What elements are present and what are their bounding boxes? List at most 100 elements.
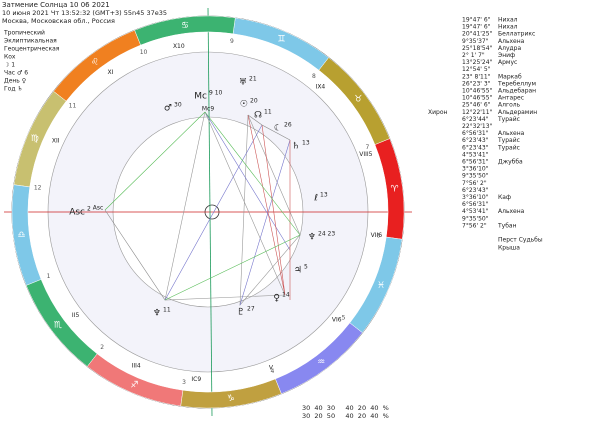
- sign-glyph: ♏: [54, 321, 62, 331]
- sign-glyph: ♒: [317, 358, 325, 368]
- planet-glyph: ℓ: [313, 194, 318, 204]
- sign-glyph: ♍: [31, 134, 39, 144]
- planet-glyph: Mc: [194, 92, 207, 102]
- house-number: 1: [47, 273, 51, 280]
- planet-glyph: ♇: [237, 308, 245, 318]
- star-name: Турайс: [497, 144, 520, 151]
- star-degree: 23° 8'11": [462, 73, 491, 80]
- setting: День ♀: [4, 78, 26, 85]
- star-degree: 6°23'43": [462, 187, 489, 194]
- setting: Час ♂ 6: [4, 70, 28, 77]
- planet-glyph: ♆: [308, 233, 316, 243]
- planet-degree: 24 23: [318, 231, 335, 238]
- planet-degree: 9 10: [209, 90, 223, 97]
- setting: ☽ 1: [4, 62, 15, 69]
- house-label: VIII5: [359, 151, 372, 158]
- star-degree: 10°46'55": [462, 95, 493, 102]
- star-degree: 25°18'54": [462, 45, 493, 52]
- star-degree: 9°35'50": [462, 215, 489, 222]
- star-name: Альхена: [498, 38, 525, 45]
- star-name: Нихал: [498, 17, 518, 24]
- title: Затмение Солнца 10 06 2021: [2, 1, 110, 9]
- star-name: Альхена: [498, 208, 525, 215]
- planet-degree: 20: [250, 98, 258, 105]
- planet-glyph: ♄: [292, 142, 300, 152]
- star-name: Каф: [498, 194, 511, 201]
- star-name: Теребеллум: [497, 80, 536, 87]
- star-name: Нихал: [498, 24, 518, 31]
- star-degree: 3°36'10": [462, 194, 489, 201]
- house-label: VI6: [332, 316, 342, 323]
- planet-degree: 14: [282, 292, 290, 299]
- house-label: III4: [132, 363, 141, 370]
- house-number: 10: [140, 49, 148, 56]
- house-label: Asc: [93, 205, 104, 212]
- star-name: Турайс: [497, 116, 520, 123]
- setting: Эклиптикальная: [4, 38, 57, 45]
- house-number: 3: [182, 379, 186, 386]
- star-name: Альхена: [498, 130, 525, 137]
- star-name: Антарес: [498, 95, 524, 102]
- star-name: Эниф: [498, 52, 515, 59]
- star-name: Беллатрикс: [498, 31, 535, 38]
- house-number: 2: [100, 344, 104, 351]
- star-degree: 6°23'43": [462, 137, 489, 144]
- star-degree: 7°56' 2": [462, 180, 487, 187]
- house-label: XII: [52, 138, 60, 145]
- star-degree: 4°53'41": [462, 151, 489, 158]
- planet-degree: 27: [247, 306, 255, 313]
- planet-degree: 30: [174, 102, 182, 109]
- setting: Кох: [4, 54, 16, 61]
- star-prefix: Хирон: [428, 109, 447, 116]
- house-number: 5: [342, 314, 346, 321]
- star-name: Маркаб: [498, 73, 522, 80]
- house-label: VII6: [371, 232, 383, 239]
- sign-glyph: ♉: [354, 94, 362, 104]
- star-degree: 22°32'13": [462, 123, 493, 130]
- planet-degree: 13: [302, 140, 310, 147]
- star-degree: 4°53'41": [462, 208, 489, 215]
- sign-glyph: ♈: [391, 185, 400, 195]
- star-degree: 20°41'25": [462, 31, 493, 38]
- planet-glyph: Asc: [69, 208, 85, 218]
- planet-glyph: ♂: [164, 104, 172, 114]
- star-degree: 9°35'50": [462, 173, 489, 180]
- wheel: [4, 7, 412, 417]
- planet-degree: 5: [304, 264, 308, 271]
- house-number: 4: [271, 368, 275, 375]
- star-name: Алголь: [498, 102, 521, 109]
- star-name: Джубба: [498, 159, 523, 166]
- setting: Тропический: [3, 30, 45, 37]
- house-label: Mc9: [202, 106, 214, 113]
- house-number: 6: [376, 232, 380, 239]
- sign-glyph: ♓: [377, 281, 385, 291]
- star-degree: 7°56' 2": [462, 222, 487, 229]
- sign-glyph: ♋: [181, 21, 189, 31]
- star-degree: 6°56'31": [462, 130, 489, 137]
- star-degree: 12°22'11": [462, 109, 493, 116]
- planet-glyph: ♀: [273, 294, 280, 304]
- house-number: 12: [34, 185, 42, 192]
- star-degree: 13°25'24": [462, 59, 493, 66]
- house-label: X10: [173, 43, 185, 50]
- house-number: 7: [366, 144, 370, 151]
- planet-degree: 11: [264, 109, 272, 116]
- sign-glyph: ♌: [91, 57, 99, 67]
- planet-degree: 2: [87, 206, 91, 213]
- planet-glyph: ♅: [239, 78, 247, 88]
- house-label: IX4: [316, 84, 326, 91]
- planet-glyph: ♆: [153, 309, 161, 319]
- house-label: IC9: [191, 376, 201, 383]
- planet-degree: 13: [320, 192, 328, 199]
- star-degree: 2° 1' 7": [462, 52, 485, 59]
- house-number: 9: [230, 38, 234, 45]
- star-degree: 6°56'31": [462, 201, 489, 208]
- house-number: 11: [69, 103, 77, 110]
- setting: Год ♄: [4, 86, 23, 93]
- planet-glyph: ☾: [274, 124, 282, 134]
- star-footer: Крыша: [498, 245, 520, 252]
- star-degree: 19°47' 6": [462, 24, 491, 31]
- sign-segment: [349, 236, 403, 334]
